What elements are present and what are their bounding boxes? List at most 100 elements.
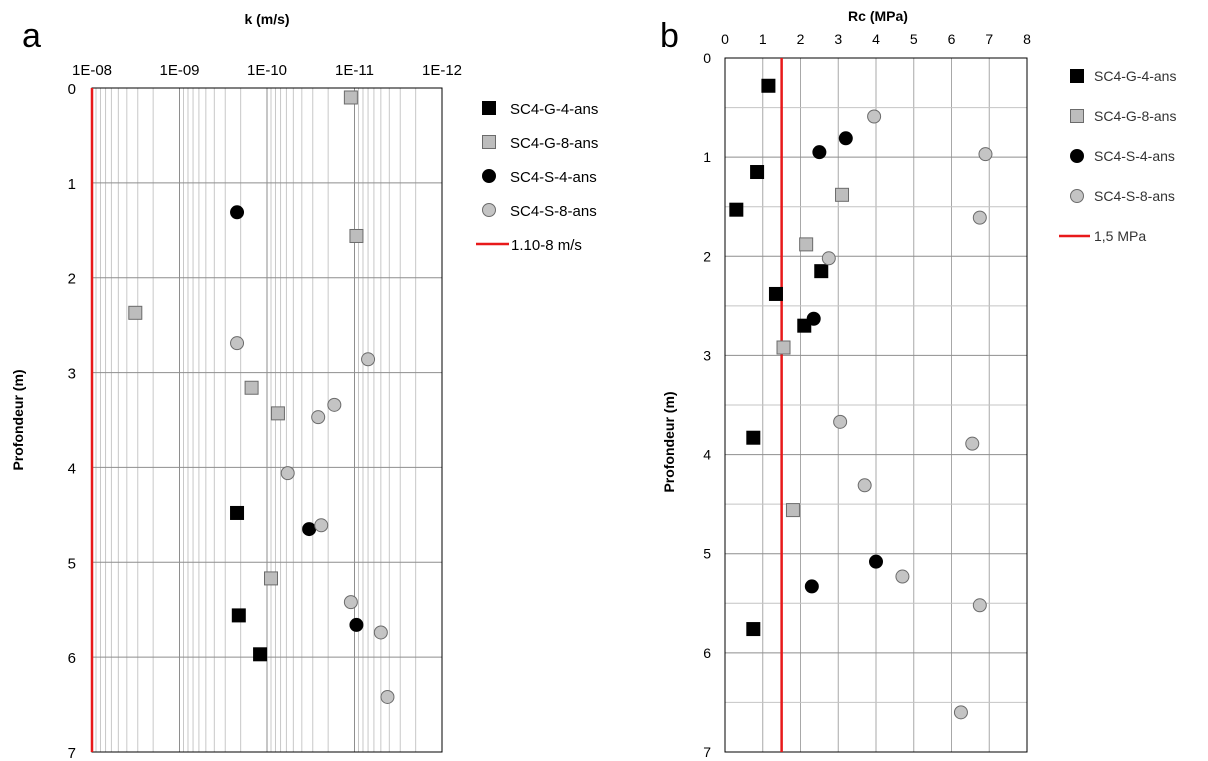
panel-a-legend-marker [482,203,496,217]
panel-a-data-point [231,608,246,623]
panel-a-data-point [264,571,279,586]
panel-a-legend-label: SC4-G-8-ans [510,135,598,152]
panel-b-data-point [972,598,987,613]
panel-a-x-ticks: 1E-08 1E-09 1E-10 1E-11 1E-12 [72,62,462,79]
panel-a-y-ticks: 0 1 2 3 4 5 6 7 [68,81,76,761]
panel-a-y-tick-label: 1 [68,176,76,193]
panel-a-legend: SC4-G-4-ans SC4-G-8-ans SC4-S-4-ans SC4-S-8… [476,101,598,254]
panel-b-y-tick-label: 1 [703,149,711,165]
panel-b-x-tick-label: 5 [910,31,918,47]
panel-b-data-point [869,554,883,569]
panel-a-data-point [343,595,358,610]
panel-a-data-point [349,228,364,243]
panel-b-legend-label: SC4-G-8-ans [1094,108,1176,124]
panel-b-y-tick-label: 0 [703,50,711,66]
panel-a-legend-marker [482,169,496,183]
panel-b-data-point [978,147,993,162]
panel-a-x-title: k (m/s) [244,11,289,27]
panel-b-y-tick-label: 5 [703,546,711,562]
panel-a-data-point [280,466,295,481]
panel-b-y-title: Profondeur (m) [661,391,677,492]
panel-a-x-tick-label: 1E-08 [72,62,112,79]
panel-b-x-tick-label: 6 [948,31,956,47]
panel-b-x-tick-label: 1 [759,31,767,47]
panel-b-legend-marker [1070,189,1084,203]
panel-a-legend-label: SC4-S-8-ans [510,203,597,220]
panel-b-x-tick-label: 2 [797,31,805,47]
panel-b-y-tick-label: 3 [703,347,711,363]
panel-b-plot-frame [724,57,1028,753]
panel-b-legend-label: SC4-G-4-ans [1094,68,1176,84]
panel-a-y-tick-label: 7 [68,745,76,761]
panel-b-data-point [746,430,761,445]
panel-b-data-point [804,579,819,594]
panel-b-x-tick-label: 4 [872,31,880,47]
panel-a-y-tick-label: 4 [68,460,76,477]
panel-b-data-point [965,436,980,451]
panel-a-legend-marker [482,135,496,149]
panel-b-legend-marker [1070,149,1084,163]
panel-b-data-point [838,131,853,146]
panel-b-data-point [729,202,744,217]
panel-a-legend-marker [482,101,496,115]
panel-a-data-point [349,617,364,632]
panel-a-data-point [327,397,342,412]
panel-a-x-tick-label: 1E-09 [159,62,199,79]
panel-b-x-tick-label: 7 [985,31,993,47]
panel-b-data-point [835,187,850,202]
panel-a-y-tick-label: 2 [68,271,76,288]
panel-b-data-point [785,503,800,518]
panel-b-legend: SC4-G-4-ans SC4-G-8-ans SC4-S-4-ans SC4-S-8… [1059,68,1176,244]
panel-a-y-tick-label: 5 [68,555,76,572]
panel-b-data-point [761,78,776,93]
panel-a-letter: a [22,17,41,55]
panel-a-data-point [302,522,317,537]
panel-a: a k (m/s) Profondeur (m) 1E-08 1E-09 1E-10… [10,11,598,761]
panel-a-data-point [270,406,285,421]
panel-a-x-tick-label: 1E-11 [335,62,374,79]
panel-a-x-tick-label: 1E-12 [422,62,462,79]
panel-a-data-point [373,625,388,640]
panel-b-data-point [812,145,827,160]
panel-a-data-point [230,505,245,520]
panel-b-data-point [806,311,821,326]
panel-b-x-tick-label: 0 [721,31,729,47]
panel-b-data-point [746,622,761,637]
panel-b-y-tick-label: 7 [703,744,711,760]
panel-a-data-point [244,380,259,395]
panel-b-legend-label: SC4-S-4-ans [1094,148,1175,164]
panel-b-data-point [750,165,765,180]
panel-a-y-tick-label: 0 [68,81,76,98]
panel-a-data-point [128,305,143,320]
panel-b-data-point [972,210,987,225]
panel-a-data-point [314,518,329,533]
panel-b-letter: b [660,17,679,55]
panel-a-y-tick-label: 6 [68,650,76,667]
panel-b-data-point [799,237,814,252]
panel-b-data-point [797,318,812,333]
panel-b-x-title: Rc (MPa) [848,8,908,24]
panel-b-data-point [776,340,791,355]
panel-b-data-point [953,705,968,720]
panel-a-data-point [361,352,376,367]
panel-a-data-point [253,647,268,662]
panel-b-legend-marker [1070,69,1084,83]
panel-b-data-point [814,264,829,279]
panel-b-data-point [867,109,882,124]
panel-b-points [729,78,993,720]
panel-a-data-point [230,205,245,220]
panel-a-y-tick-label: 3 [68,366,76,383]
panel-a-legend-reference-label: 1.10-8 m/s [511,237,582,254]
panel-a-y-title: Profondeur (m) [10,369,26,470]
panel-b-data-point [857,478,872,493]
panel-b-grid [725,58,1027,752]
panel-b-data-point [821,251,836,266]
panel-a-data-point [311,410,326,425]
panel-b-y-tick-label: 6 [703,645,711,661]
panel-a-data-point [380,689,395,704]
panel-a-points [128,90,395,704]
panel-b-x-ticks: 0 1 2 3 4 5 6 7 8 [721,31,1031,47]
panel-a-x-tick-label: 1E-10 [247,62,287,79]
panel-b: b Rc (MPa) Profondeur (m) 0 1 2 3 4 5 6 7 8 0 1 2 3… [660,8,1176,760]
